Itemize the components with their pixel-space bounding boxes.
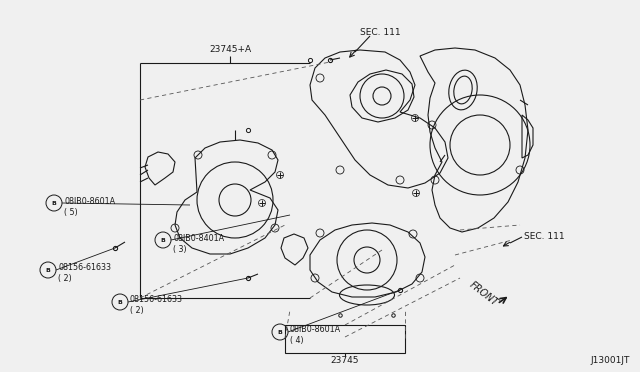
Text: B: B [52, 201, 56, 205]
Text: ( 5): ( 5) [64, 208, 77, 217]
Text: 23745+A: 23745+A [209, 45, 251, 54]
Text: J13001JT: J13001JT [591, 356, 630, 365]
Text: B: B [278, 330, 282, 334]
Text: 08IB0-8601A: 08IB0-8601A [290, 326, 341, 334]
Text: ( 2): ( 2) [58, 275, 72, 283]
Text: 23745: 23745 [331, 356, 359, 365]
Text: SEC. 111: SEC. 111 [524, 232, 564, 241]
Text: ( 2): ( 2) [130, 307, 144, 315]
Text: SEC. 111: SEC. 111 [360, 28, 401, 37]
Text: ( 4): ( 4) [290, 337, 303, 346]
Text: B: B [45, 267, 51, 273]
Text: FRONT: FRONT [468, 280, 500, 308]
Text: ( 3): ( 3) [173, 244, 187, 253]
Text: B: B [161, 237, 165, 243]
Bar [285, 325, 405, 353]
Text: 08IB0-8401A: 08IB0-8401A [173, 234, 224, 243]
Text: 08156-61633: 08156-61633 [58, 263, 111, 273]
Text: B: B [118, 299, 122, 305]
Text: 08156-61633: 08156-61633 [130, 295, 183, 305]
Text: 08IB0-8601A: 08IB0-8601A [64, 196, 115, 205]
